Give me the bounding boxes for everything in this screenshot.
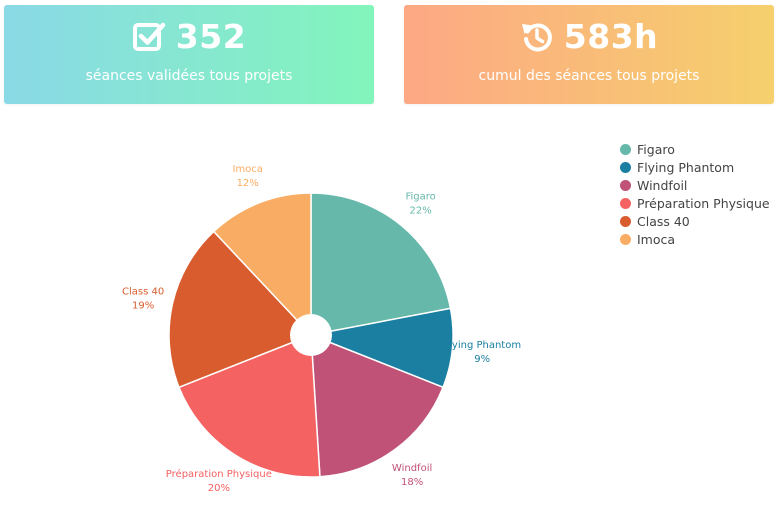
legend-label: Imoca <box>637 231 676 247</box>
slice-name-label: Flying Phantom <box>443 340 521 351</box>
slice-percent-label: 12% <box>237 178 259 189</box>
legend-label: Flying Phantom <box>637 159 735 175</box>
legend-swatch <box>620 197 631 209</box>
legend-item[interactable]: Class 40 <box>620 212 770 230</box>
pie-slice[interactable] <box>212 192 312 337</box>
pie-center-hole <box>290 314 332 356</box>
pie-slice[interactable] <box>308 307 454 389</box>
legend-swatch <box>620 215 631 227</box>
sessions-stat-card: 352 séances validées tous projets <box>4 5 374 104</box>
legend-item[interactable]: Préparation Physique <box>620 194 770 212</box>
slice-name-label: Figaro <box>405 191 435 202</box>
slice-percent-label: 9% <box>474 354 490 365</box>
legend-label: Class 40 <box>637 213 690 229</box>
chart-legend: Figaro Flying Phantom Windfoil Préparation … <box>620 140 770 248</box>
slice-name-label: Windfoil <box>392 463 432 474</box>
sessions-stat-header: 352 <box>4 17 374 57</box>
slice-name-label: Class 40 <box>122 286 164 297</box>
duration-stat-header: 583h <box>404 17 774 57</box>
duration-stat-card: 583h cumul des séances tous projets <box>404 5 774 104</box>
sessions-value: 352 <box>175 17 247 56</box>
legend-swatch <box>620 143 631 155</box>
sessions-label: séances validées tous projets <box>85 68 293 84</box>
check-square-icon <box>132 22 166 51</box>
legend-swatch <box>620 233 631 245</box>
legend-item[interactable]: Imoca <box>620 230 770 248</box>
slice-percent-label: 19% <box>132 300 154 311</box>
slice-name-label: Préparation Physique <box>166 468 272 480</box>
pie-labels: Figaro 22% Flying Phantom 9% Windfoil 18% Prép… <box>122 164 521 494</box>
legend-swatch <box>620 161 631 173</box>
duration-label: cumul des séances tous projets <box>478 68 700 84</box>
legend-swatch <box>620 179 631 191</box>
legend-label: Windfoil <box>637 177 688 193</box>
pie-slice[interactable] <box>177 333 321 478</box>
pie-slice[interactable] <box>310 333 445 478</box>
pie-slices <box>168 192 454 478</box>
duration-value: 583h <box>563 17 659 56</box>
legend-label: Préparation Physique <box>637 195 770 211</box>
legend-label: Figaro <box>637 141 675 157</box>
slice-name-label: Imoca <box>232 164 262 175</box>
history-clock-icon <box>521 23 552 52</box>
slice-percent-label: 22% <box>410 205 432 216</box>
pie-slice[interactable] <box>310 192 452 336</box>
legend-item[interactable]: Flying Phantom <box>620 158 770 176</box>
slice-percent-label: 18% <box>401 477 423 488</box>
slice-percent-label: 20% <box>208 483 230 494</box>
pie-slice[interactable] <box>168 230 313 389</box>
legend-item[interactable]: Figaro <box>620 140 770 158</box>
legend-item[interactable]: Windfoil <box>620 176 770 194</box>
